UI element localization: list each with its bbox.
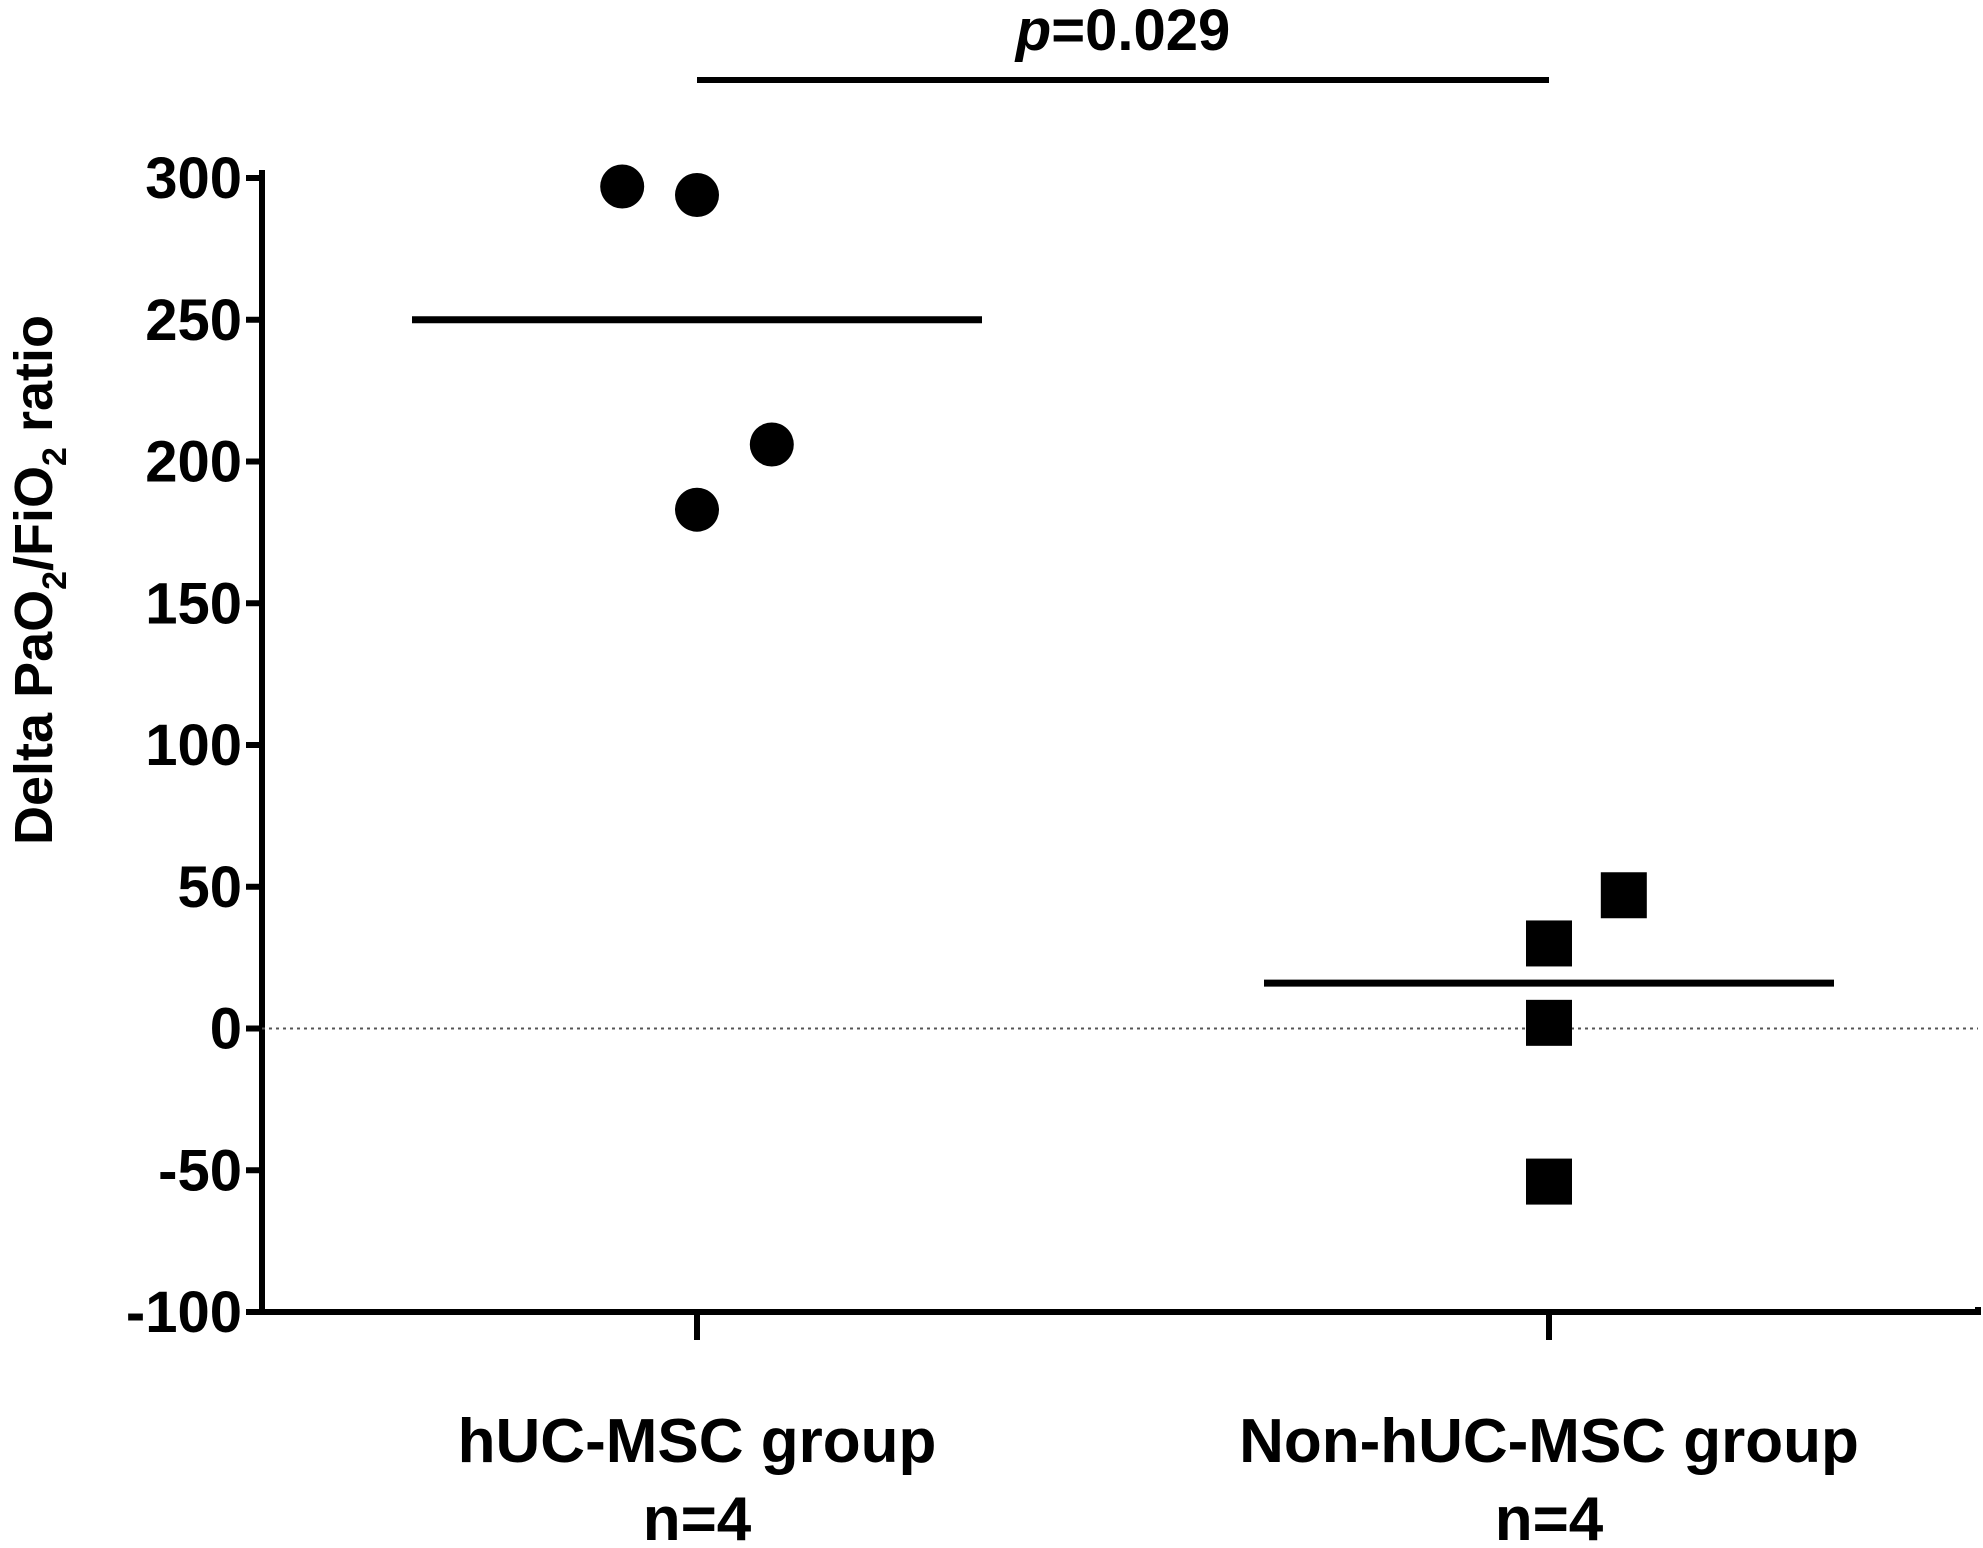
y-tick-label: -100 [126, 1280, 242, 1345]
y-axis-label: Delta PaO2/FiO2 ratio [4, 315, 74, 845]
y-tick-label: -50 [158, 1138, 242, 1203]
y-label-suffix: ratio [4, 315, 64, 447]
y-tick-label: 150 [145, 571, 242, 636]
data-points [600, 164, 1647, 1205]
y-label-prefix: Delta PaO [4, 590, 64, 845]
data-point-square [1600, 872, 1647, 919]
y-label-sub1: 2 [36, 571, 74, 590]
data-point-square [1526, 999, 1572, 1046]
data-point-circle [675, 487, 719, 532]
group-means [412, 316, 1834, 987]
x-category-n-label: n=4 [1495, 1485, 1604, 1548]
y-tick-label: 300 [145, 146, 242, 211]
data-point-circle [600, 164, 645, 209]
p-symbol: p [1014, 0, 1051, 63]
y-tick-label: 250 [145, 288, 242, 353]
data-point-circle [675, 173, 719, 218]
x-category-label: hUC-MSC group [458, 1407, 937, 1476]
y-axis: -100 -50 0 50 100 150 200 250 300 [126, 146, 265, 1345]
x-category-n-label: n=4 [643, 1485, 752, 1548]
y-tick-label: 0 [210, 997, 242, 1062]
p-value-label: p=0.029 [1014, 0, 1230, 63]
y-tick-label: 50 [177, 855, 242, 920]
y-label-sub2: 2 [36, 447, 74, 466]
y-tick-label: 100 [145, 713, 242, 778]
data-point-square [1526, 1158, 1572, 1205]
x-axis: hUC-MSC group n=4 Non-hUC-MSC group n=4 [259, 1307, 1981, 1548]
data-point-circle [749, 422, 794, 467]
significance-annotation: p=0.029 [697, 0, 1549, 83]
y-tick-label: 200 [145, 430, 242, 495]
p-value: =0.029 [1051, 0, 1230, 63]
y-label-middle: /FiO [4, 466, 64, 571]
x-category-label: Non-hUC-MSC group [1239, 1407, 1859, 1476]
data-point-square [1526, 920, 1572, 967]
